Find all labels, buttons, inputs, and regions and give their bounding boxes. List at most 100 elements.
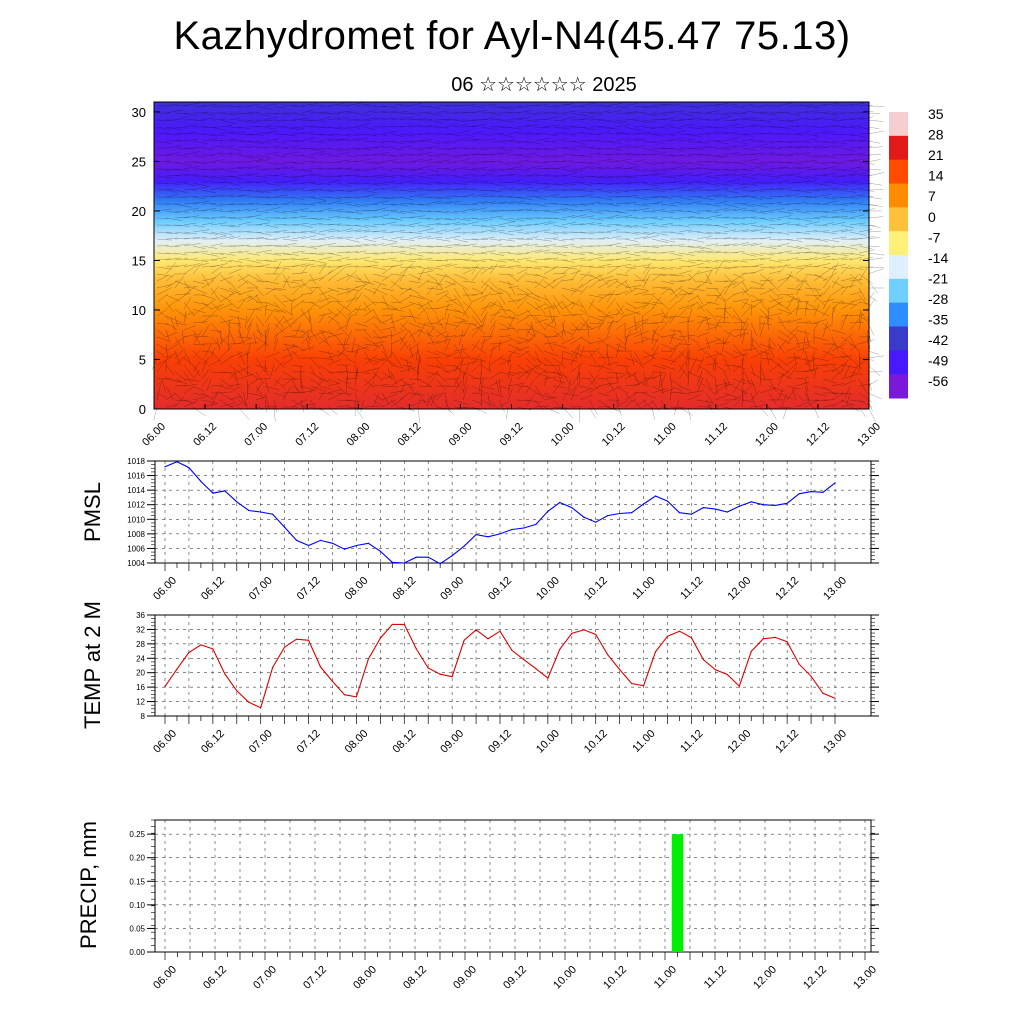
wind-barb bbox=[246, 364, 249, 377]
wind-barb bbox=[624, 311, 640, 317]
wind-barb bbox=[291, 385, 303, 393]
wind-barb bbox=[165, 245, 180, 247]
wind-barb bbox=[408, 252, 424, 257]
data-point bbox=[355, 696, 357, 698]
wind-barb bbox=[345, 203, 361, 207]
wind-barb bbox=[300, 119, 313, 121]
wind-barb bbox=[561, 154, 575, 156]
wind-barb bbox=[741, 386, 752, 394]
wind-barb bbox=[570, 329, 588, 331]
wind-barb bbox=[759, 364, 766, 381]
wind-barb bbox=[336, 167, 353, 170]
wind-barb bbox=[696, 378, 703, 394]
wind-barb bbox=[498, 400, 511, 408]
wind-barb bbox=[264, 151, 279, 156]
wind-barb bbox=[714, 161, 730, 164]
wind-barb bbox=[750, 299, 765, 310]
wind-barb bbox=[840, 404, 854, 408]
wind-barb bbox=[156, 238, 173, 241]
wind-barb bbox=[372, 393, 380, 408]
wind-barb bbox=[201, 356, 210, 366]
wind-barb bbox=[435, 371, 448, 383]
wind-barb bbox=[705, 146, 718, 149]
wind-barb bbox=[165, 145, 182, 149]
wind-barb bbox=[255, 203, 272, 206]
wind-barb bbox=[201, 126, 218, 128]
wind-barb bbox=[309, 210, 323, 213]
wind-barb bbox=[705, 273, 712, 285]
wind-barb bbox=[246, 341, 259, 345]
wind-barb bbox=[822, 200, 837, 205]
wind-barb bbox=[660, 104, 673, 107]
wind-barb bbox=[750, 378, 757, 394]
wind-barb bbox=[525, 301, 540, 311]
x-tick-label: 12.12 bbox=[801, 964, 829, 992]
wind-barb bbox=[372, 152, 390, 156]
wind-barb bbox=[156, 378, 173, 380]
wind-barb bbox=[264, 126, 276, 130]
wind-barb bbox=[273, 338, 279, 352]
data-point bbox=[702, 507, 705, 509]
wind-barb bbox=[849, 299, 862, 303]
wind-barb bbox=[183, 207, 200, 212]
wind-barb bbox=[498, 112, 512, 114]
wind-barb bbox=[480, 250, 496, 254]
wind-barb bbox=[228, 396, 242, 401]
wind-barb bbox=[291, 132, 304, 135]
wind-barb bbox=[669, 154, 683, 156]
wind-barb bbox=[606, 103, 623, 107]
wind-barb bbox=[354, 243, 369, 247]
wind-barb bbox=[264, 392, 270, 409]
wind-barb bbox=[732, 168, 748, 171]
wind-barb bbox=[714, 383, 729, 394]
wind-barb bbox=[678, 279, 691, 282]
wind-barb bbox=[219, 273, 230, 285]
y-tick-label: 24 bbox=[136, 654, 145, 663]
x-tick-label: 06.00 bbox=[151, 575, 179, 603]
wind-barb bbox=[336, 324, 348, 331]
wind-barb bbox=[462, 153, 480, 156]
wind-barb bbox=[732, 315, 746, 324]
data-point bbox=[762, 504, 764, 506]
wind-barb bbox=[786, 231, 801, 233]
wind-barb bbox=[471, 207, 487, 212]
wind-barb bbox=[696, 196, 714, 200]
wind-barb bbox=[714, 195, 728, 198]
wind-barb bbox=[435, 378, 446, 390]
wind-barb bbox=[282, 175, 299, 179]
wind-barb bbox=[561, 147, 579, 151]
wind-barb bbox=[795, 104, 813, 107]
data-point bbox=[188, 467, 190, 469]
wind-barb bbox=[354, 280, 369, 283]
wind-barb bbox=[741, 216, 757, 219]
wind-barb bbox=[795, 131, 811, 135]
wind-barb bbox=[759, 288, 776, 296]
wind-barb bbox=[822, 369, 835, 373]
wind-barb bbox=[615, 290, 629, 296]
wind-barb bbox=[822, 322, 828, 338]
wind-barb bbox=[642, 173, 660, 177]
wind-barb bbox=[165, 237, 178, 240]
wind-barb bbox=[336, 263, 352, 268]
wind-barb bbox=[219, 287, 235, 293]
wind-barb bbox=[822, 364, 837, 366]
wind-barb bbox=[255, 105, 273, 110]
wind-barb bbox=[372, 105, 387, 107]
wind-barb bbox=[453, 380, 462, 394]
wind-barb bbox=[210, 152, 223, 156]
wind-barb bbox=[255, 259, 273, 262]
wind-barb bbox=[201, 222, 214, 226]
wind-barb bbox=[759, 252, 775, 256]
data-point bbox=[260, 511, 262, 513]
wind-barb bbox=[714, 288, 725, 303]
wind-barb bbox=[507, 131, 521, 135]
wind-barb bbox=[156, 350, 167, 358]
wind-barb bbox=[561, 352, 563, 366]
wind-barb bbox=[516, 168, 530, 172]
wind-barb bbox=[471, 293, 484, 296]
wind-barb bbox=[228, 224, 241, 227]
wind-barb bbox=[741, 175, 757, 180]
wind-barb bbox=[363, 302, 374, 310]
wind-barb bbox=[516, 243, 530, 247]
wind-barb bbox=[210, 257, 227, 261]
